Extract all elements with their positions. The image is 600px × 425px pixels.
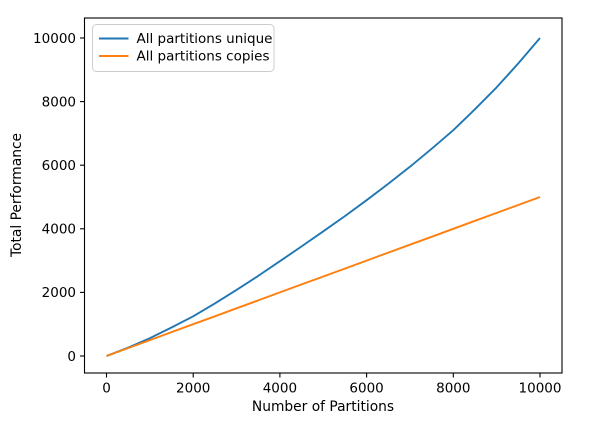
y-tick-label: 0 (67, 349, 76, 365)
y-tick-label: 10000 (33, 31, 76, 47)
legend-label-all-partitions-unique: All partitions unique (137, 31, 273, 47)
y-tick-label: 2000 (42, 285, 76, 301)
y-tick-label: 6000 (42, 158, 76, 174)
series-line-all-partitions-unique (106, 37, 541, 357)
series-lines (106, 37, 541, 357)
x-tick-label: 2000 (176, 381, 210, 397)
y-axis-title: Total Performance (9, 133, 25, 258)
x-axis-ticks: 0 2000 4000 6000 8000 10000 (102, 373, 561, 397)
y-axis-ticks: 0 2000 4000 6000 8000 10000 (33, 31, 85, 365)
x-tick-label: 4000 (263, 381, 297, 397)
plot-border (83, 17, 563, 374)
x-tick-label: 6000 (349, 381, 383, 397)
x-tick-label: 8000 (436, 381, 470, 397)
y-tick-label: 8000 (42, 94, 76, 110)
legend: All partitions unique All partitions copi… (92, 24, 275, 72)
x-axis-title: Number of Partitions (252, 399, 394, 415)
x-tick-label: 0 (102, 381, 111, 397)
legend-box (92, 24, 275, 72)
series-line-all-partitions-copies (106, 196, 541, 357)
x-tick-label: 10000 (519, 381, 562, 397)
plot-area (84, 18, 562, 373)
y-tick-label: 4000 (42, 222, 76, 238)
legend-items: All partitions unique All partitions copi… (99, 31, 273, 65)
legend-label-all-partitions-copies: All partitions copies (137, 49, 270, 65)
